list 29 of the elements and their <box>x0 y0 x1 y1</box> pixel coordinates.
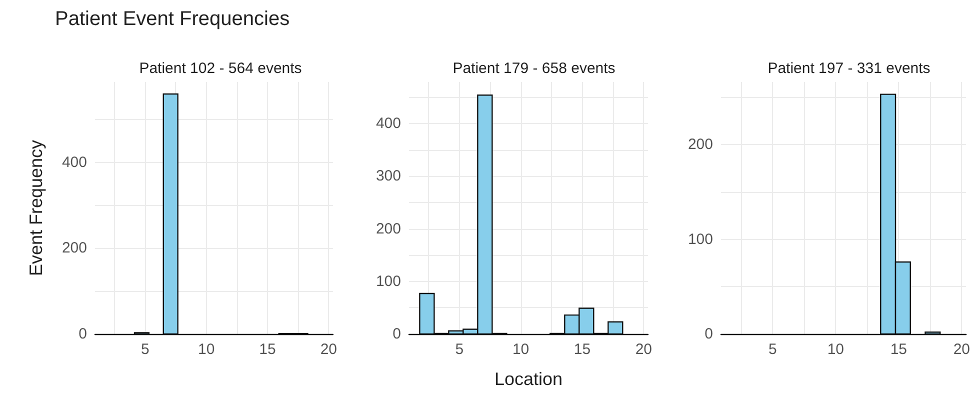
x-tick-label: 5 <box>455 341 464 358</box>
y-tick-label: 400 <box>376 115 401 132</box>
chart-title: Patient 102 - 564 events <box>139 60 302 77</box>
y-tick-label: 300 <box>376 168 401 185</box>
x-tick-label: 20 <box>320 341 337 358</box>
y-axis-title: Event Frequency <box>26 140 46 276</box>
y-tick-label: 200 <box>62 240 87 257</box>
x-tick-label: 10 <box>827 341 844 358</box>
x-tick-label: 5 <box>768 341 777 358</box>
chart-title: Patient 179 - 658 events <box>452 60 616 77</box>
chart-title: Patient 197 - 331 events <box>768 60 930 77</box>
x-tick-label: 5 <box>140 341 150 358</box>
y-tick-label: 100 <box>376 272 401 290</box>
y-tick-label: 0 <box>704 326 713 342</box>
y-tick-label: 200 <box>376 220 401 238</box>
y-tick-label: 0 <box>392 326 401 342</box>
x-tick-label: 20 <box>635 341 652 358</box>
x-tick-label: 20 <box>953 341 970 358</box>
y-tick-label: 400 <box>62 154 87 171</box>
x-tick-label: 10 <box>198 341 215 358</box>
y-tick-label: 200 <box>688 136 713 154</box>
y-tick-label: 100 <box>688 230 713 248</box>
x-tick-label: 15 <box>259 341 276 358</box>
x-tick-label: 10 <box>512 341 530 358</box>
text: Patient Event Frequencies <box>55 8 290 31</box>
x-axis-title: Location <box>494 369 563 389</box>
y-tick-label: 0 <box>78 326 87 342</box>
x-tick-label: 15 <box>574 341 591 358</box>
x-tick-label: 15 <box>890 341 907 358</box>
